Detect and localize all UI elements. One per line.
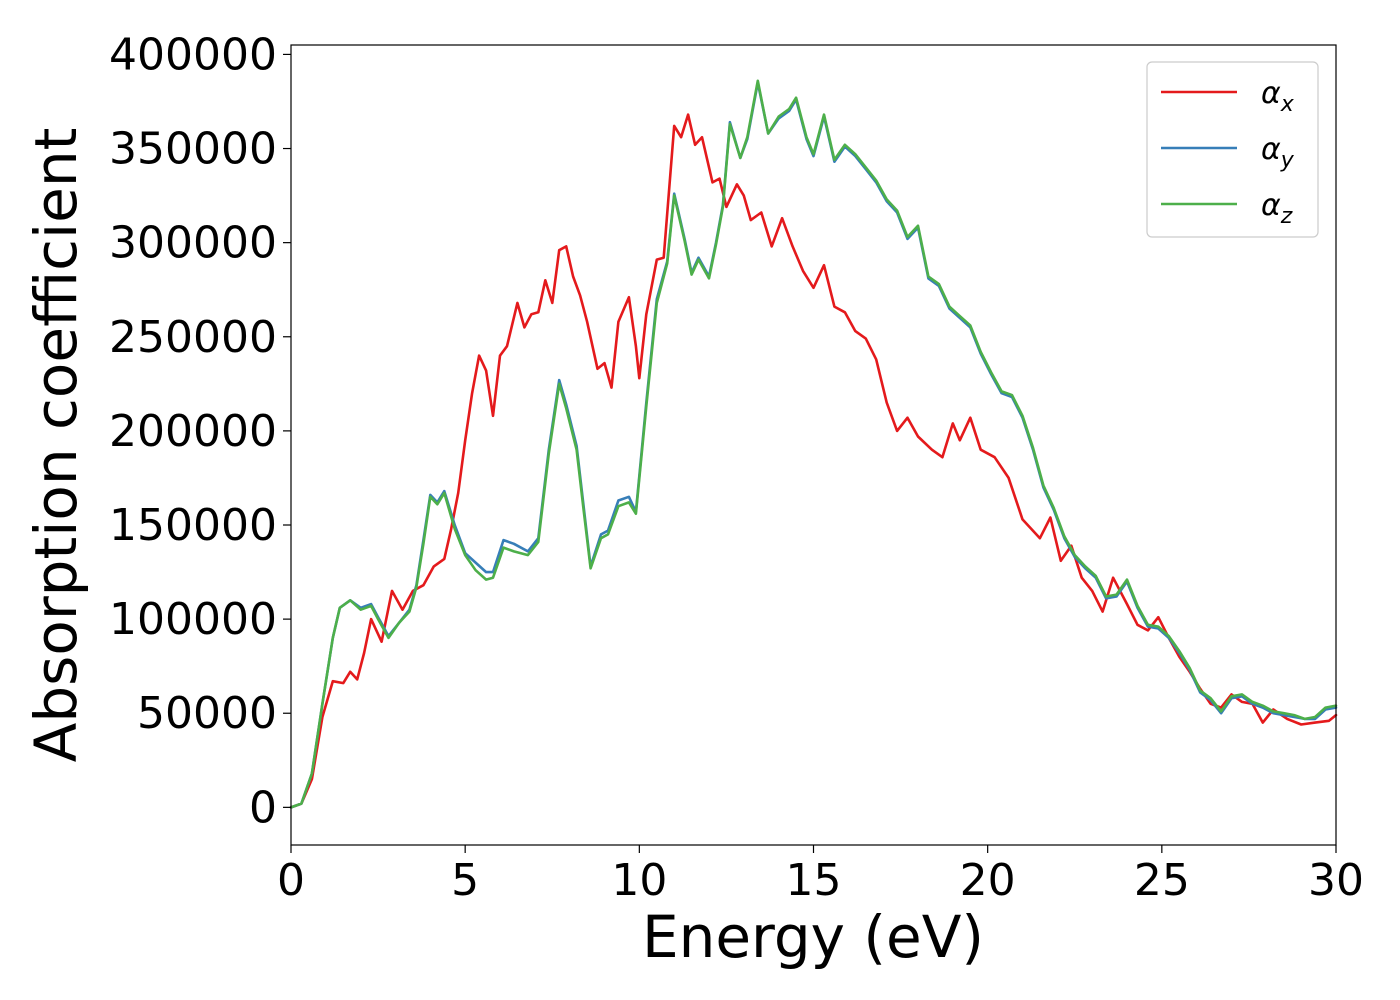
y-tick-label: 0 — [249, 782, 277, 833]
legend-label-z: αz — [1261, 188, 1293, 229]
y-tick-label: 150000 — [109, 500, 277, 551]
y-tick-label: 400000 — [109, 29, 277, 80]
y-tick-label: 250000 — [109, 312, 277, 363]
x-tick-label: 0 — [277, 855, 305, 906]
y-tick-label: 200000 — [109, 406, 277, 457]
x-tick-label: 5 — [451, 855, 479, 906]
series-line-z — [289, 79, 1338, 809]
x-tick-label: 20 — [960, 855, 1016, 906]
legend-label-x: αx — [1261, 76, 1295, 117]
series-line-x — [289, 113, 1338, 809]
y-tick-label: 100000 — [109, 594, 277, 645]
y-tick-label: 350000 — [109, 124, 277, 175]
y-axis-label: Absorption coefficient — [22, 128, 90, 763]
x-tick-label: 15 — [786, 855, 842, 906]
x-tick-label: 10 — [611, 855, 667, 906]
x-axis-label: Energy (eV) — [642, 903, 984, 971]
y-tick-label: 300000 — [109, 218, 277, 269]
legend-label-y: αy — [1261, 132, 1295, 173]
legend-box — [1146, 61, 1319, 238]
x-tick-label: 25 — [1134, 855, 1190, 906]
legend: αx αy αz — [1146, 61, 1319, 238]
x-tick-label: 30 — [1308, 855, 1364, 906]
y-tick-label: 50000 — [137, 688, 277, 739]
